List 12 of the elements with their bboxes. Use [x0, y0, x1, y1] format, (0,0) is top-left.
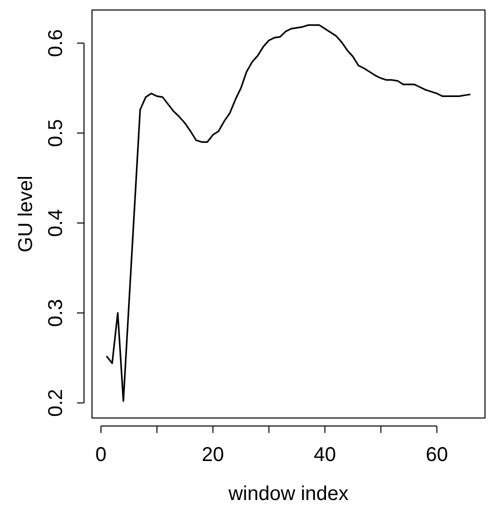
x-tick-label: 20 [202, 444, 224, 466]
y-tick-label: 0.2 [45, 388, 67, 417]
x-tick-label: 0 [95, 444, 107, 466]
y-axis-title: GU level [15, 176, 37, 252]
line-series [106, 24, 472, 402]
y-tick-label: 0.4 [45, 209, 67, 237]
y-tick-label: 0.5 [45, 119, 67, 147]
y-tick-label: 0.6 [45, 29, 67, 58]
x-tick-label: 60 [426, 444, 448, 466]
x-axis-title: window index [227, 483, 349, 505]
x-tick-label: 40 [314, 444, 336, 466]
y-tick-label: 0.3 [45, 299, 67, 327]
